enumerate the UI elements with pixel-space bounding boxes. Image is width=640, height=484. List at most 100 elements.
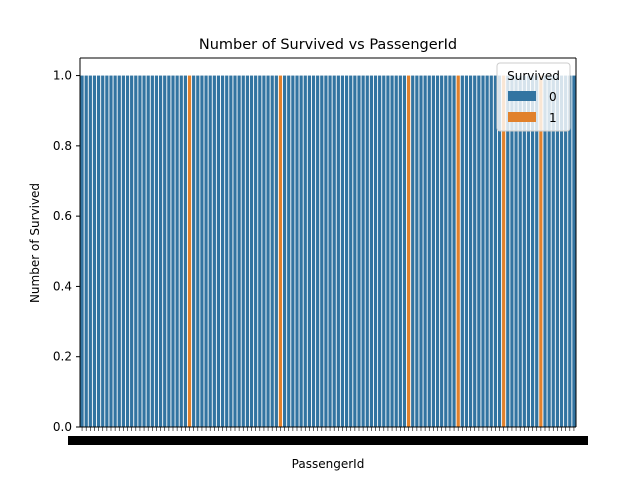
bar — [522, 75, 526, 427]
bar — [167, 75, 171, 427]
bar — [229, 75, 233, 427]
bar — [113, 75, 117, 427]
legend-label: 0 — [549, 90, 557, 104]
bar — [456, 75, 460, 427]
bar — [109, 75, 113, 427]
bar — [493, 75, 498, 427]
legend-swatch — [508, 112, 536, 122]
bar — [278, 75, 283, 427]
bar — [386, 75, 390, 427]
y-tick-label: 0.4 — [53, 279, 72, 293]
y-axis-label: Number of Survived — [28, 183, 42, 303]
bar — [101, 75, 105, 427]
bar — [216, 75, 221, 427]
bar — [435, 75, 440, 427]
bar — [572, 75, 576, 427]
bar — [237, 75, 241, 427]
y-tick-label: 0.0 — [53, 420, 72, 434]
bar — [187, 75, 192, 427]
bar — [303, 75, 307, 427]
bars-group — [80, 75, 576, 427]
bar — [121, 75, 126, 427]
bar — [212, 75, 216, 427]
bar — [464, 75, 469, 427]
bar — [452, 75, 456, 427]
bar — [378, 75, 382, 427]
bar — [220, 75, 225, 427]
bar — [117, 75, 121, 427]
bar — [564, 75, 568, 427]
legend-swatch — [508, 91, 536, 101]
bar — [477, 75, 481, 427]
bar — [543, 75, 547, 427]
bar — [402, 75, 407, 427]
bar — [497, 75, 502, 427]
bar — [411, 75, 415, 427]
bar — [254, 75, 258, 427]
bar — [427, 75, 431, 427]
bar — [328, 75, 332, 427]
bar — [200, 75, 204, 427]
bar — [506, 75, 510, 427]
bar — [291, 75, 295, 427]
bar — [361, 75, 365, 427]
bar — [258, 75, 262, 427]
bar — [518, 75, 522, 427]
bar — [150, 75, 154, 427]
bar — [134, 75, 138, 427]
bar — [539, 75, 543, 427]
bar — [142, 75, 146, 427]
bar — [311, 75, 316, 427]
bar — [510, 75, 514, 427]
bar — [489, 75, 493, 427]
bar — [96, 75, 101, 427]
bar — [138, 75, 142, 427]
bar — [349, 75, 353, 427]
bar — [158, 75, 163, 427]
bar — [92, 75, 97, 427]
bar — [204, 75, 208, 427]
bar — [357, 75, 361, 427]
bar — [163, 75, 167, 427]
bar — [444, 75, 448, 427]
bar — [502, 75, 506, 427]
bar — [287, 75, 291, 427]
bar — [415, 75, 419, 427]
legend: Survived 0 1 — [496, 62, 571, 132]
bar — [448, 75, 452, 427]
bar — [365, 75, 369, 427]
bar — [555, 75, 560, 427]
bar — [526, 75, 531, 427]
bar — [179, 75, 183, 427]
bar — [390, 75, 394, 427]
bar — [324, 75, 328, 427]
bar — [559, 75, 564, 427]
bar — [468, 75, 473, 427]
bar — [336, 75, 340, 427]
bar — [419, 75, 423, 427]
bar — [535, 75, 539, 427]
bar — [196, 75, 200, 427]
bar — [568, 75, 572, 427]
bar — [146, 75, 150, 427]
bar — [262, 75, 266, 427]
bar — [245, 75, 250, 427]
bar — [340, 75, 345, 427]
bar — [547, 75, 551, 427]
bar — [270, 75, 274, 427]
bar — [382, 75, 386, 427]
bar — [423, 75, 427, 427]
bar — [344, 75, 349, 427]
bar — [208, 75, 212, 427]
legend-title: Survived — [507, 69, 560, 83]
bar — [88, 75, 92, 427]
bar — [249, 75, 254, 427]
bar — [307, 75, 312, 427]
bar — [84, 75, 88, 427]
bar — [171, 75, 175, 427]
bar — [192, 75, 196, 427]
bar — [233, 75, 237, 427]
bar — [398, 75, 402, 427]
y-tick-label: 0.6 — [53, 209, 72, 223]
